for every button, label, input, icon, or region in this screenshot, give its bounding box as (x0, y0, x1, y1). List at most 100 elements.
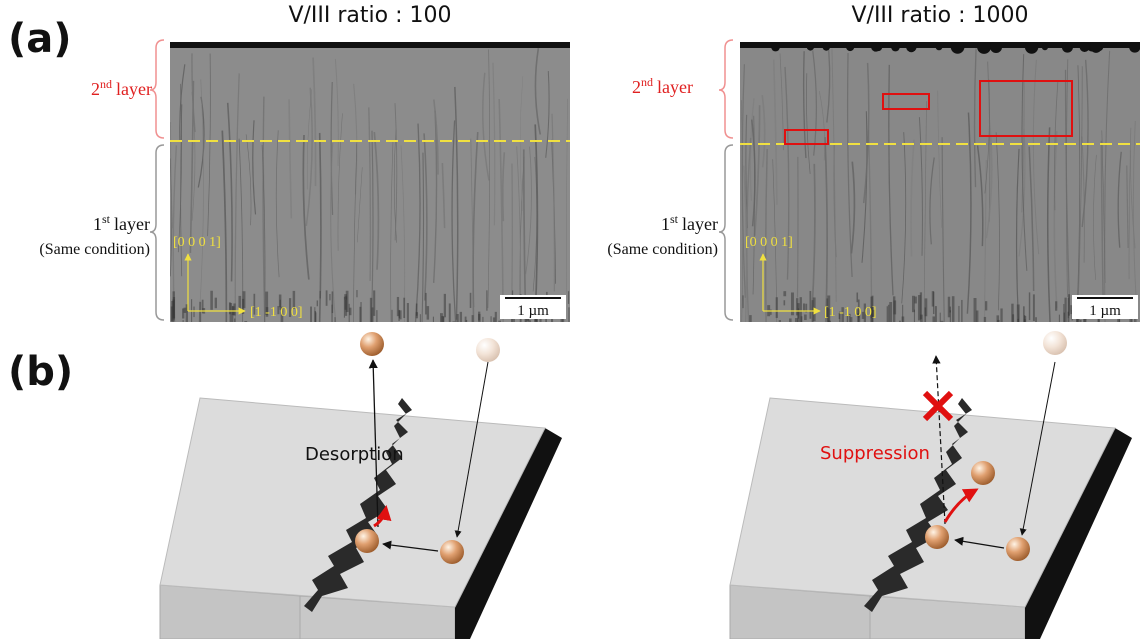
texture-base (804, 314, 807, 320)
texture-base (310, 307, 312, 336)
texture-base (997, 320, 1000, 342)
texture-base (427, 306, 429, 320)
bracket (150, 145, 164, 320)
texture-base (232, 306, 233, 324)
surface-pit (1090, 41, 1102, 53)
texture-base (491, 316, 492, 332)
texture-base (466, 320, 467, 349)
texture-base (315, 312, 316, 327)
texture-base (770, 310, 772, 315)
layer-number: 1 (661, 214, 670, 234)
texture-base (230, 303, 233, 324)
texture-base (1068, 298, 1069, 318)
atom (971, 461, 995, 485)
texture-base (568, 291, 569, 304)
texture-base (449, 303, 451, 333)
texture-base (797, 303, 799, 333)
texture-base (958, 306, 959, 325)
texture-base (742, 295, 743, 308)
texture-base (985, 301, 987, 310)
texture-base (420, 314, 421, 340)
surface-pit (807, 43, 814, 50)
layer-number: 2 (632, 77, 641, 97)
texture-base (779, 320, 781, 334)
texture-base (933, 292, 934, 314)
texture-base (407, 303, 409, 330)
texture-base (453, 321, 456, 343)
texture-base (542, 322, 544, 345)
texture-base (359, 307, 361, 327)
texture-base (326, 290, 328, 305)
axis-label: [1 -1 0 0] (824, 305, 877, 320)
layer-label: 1stlayer (661, 212, 718, 234)
slab (160, 398, 562, 639)
texture-base (828, 321, 831, 348)
texture-base (215, 298, 217, 309)
texture-base (191, 299, 192, 325)
texture-base (456, 314, 458, 341)
texture-base (425, 293, 427, 315)
texture-base (1017, 304, 1020, 322)
layer-number: 1 (93, 214, 102, 234)
texture-base (935, 306, 937, 330)
texture-base (536, 319, 537, 343)
texture-base (1024, 319, 1026, 340)
surface-pit (936, 44, 943, 51)
texture-base (1024, 316, 1026, 322)
atom (440, 540, 464, 564)
texture-base (391, 310, 392, 324)
texture-base (399, 310, 400, 318)
atom (1006, 537, 1030, 561)
texture-base (889, 302, 892, 327)
layer-suffix: st (670, 212, 679, 226)
layer-number: 2 (91, 79, 100, 99)
texture-base (482, 317, 483, 330)
caption: Desorption (305, 444, 404, 465)
texture-base (1084, 319, 1086, 346)
texture-base (1055, 301, 1057, 310)
texture-base (856, 293, 858, 303)
page: { "panel_a": { "label": "(a)", "left": {… (0, 0, 1145, 639)
panel-label: (b) (8, 349, 73, 395)
texture-base (356, 290, 357, 297)
texture-base (1035, 317, 1037, 331)
texture-base (495, 312, 497, 341)
texture-base (317, 300, 318, 306)
texture-base (242, 299, 244, 314)
texture-base (183, 320, 184, 328)
scale-bar-label: 1 µm (1089, 303, 1121, 319)
texture-base (932, 316, 935, 334)
texture-base (525, 316, 528, 339)
atom (1043, 331, 1067, 355)
bracket (719, 40, 733, 138)
texture-base (789, 318, 792, 341)
texture-base (950, 310, 951, 333)
texture-base (784, 300, 786, 305)
texture-base (234, 318, 235, 332)
texture-base (182, 308, 184, 318)
texture-base (460, 312, 462, 331)
texture-base (568, 307, 569, 324)
texture-base (470, 293, 472, 308)
surface-pit (871, 42, 880, 51)
texture-base (1078, 319, 1079, 332)
layer-label: 1stlayer (93, 212, 150, 234)
layer-word: layer (114, 214, 150, 234)
texture-base (498, 321, 501, 327)
atom (476, 338, 500, 362)
texture-base (812, 300, 814, 326)
layer-suffix: nd (641, 75, 653, 89)
texture-base (974, 298, 977, 326)
surface-pit (1129, 41, 1140, 52)
texture-base (444, 294, 446, 317)
texture-base (416, 304, 418, 316)
texture-base (940, 313, 941, 323)
surface (170, 42, 570, 48)
texture-base (887, 306, 888, 333)
texture-base (1135, 317, 1136, 337)
texture-base (332, 291, 334, 313)
texture-base (1064, 298, 1066, 324)
texture-base (345, 300, 347, 310)
